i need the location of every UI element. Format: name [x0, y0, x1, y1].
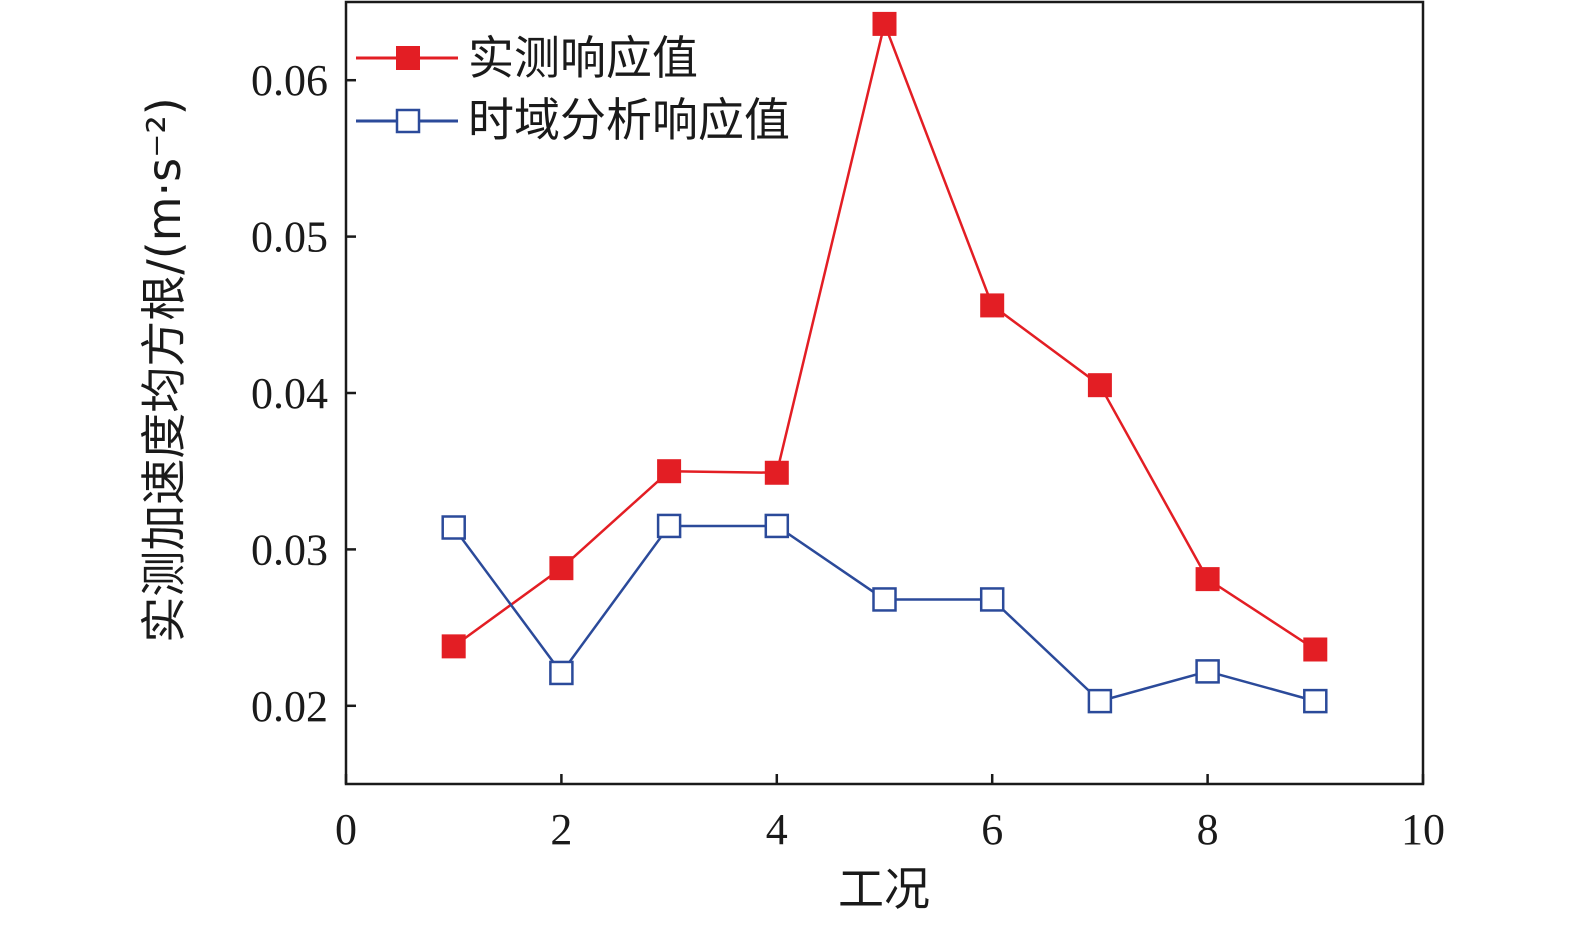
y-axis-title: 实测加速度均方根/(m·s⁻²)	[137, 97, 191, 643]
legend-label-simulated: 时域分析响应值	[468, 93, 790, 147]
y-tick-label: 0.05	[251, 213, 328, 262]
legend-marker-simulated	[395, 108, 421, 134]
data-point	[1087, 688, 1113, 714]
data-point	[872, 587, 897, 612]
series-1	[441, 513, 1328, 714]
legend: 实测响应值 时域分析响应值	[356, 31, 790, 147]
series-0	[441, 11, 1328, 662]
data-point	[980, 293, 1005, 318]
x-tick-label: 2	[550, 805, 572, 854]
data-point	[1195, 659, 1220, 684]
data-point	[764, 460, 789, 485]
series-line	[452, 524, 1316, 703]
y-tick-label: 0.03	[251, 525, 328, 574]
data-point	[1303, 688, 1328, 714]
series-layer	[441, 11, 1328, 714]
legend-marker-measured	[396, 46, 420, 70]
x-tick-label: 0	[335, 805, 357, 854]
data-point	[441, 515, 466, 540]
x-axis-title: 工况	[838, 862, 930, 916]
data-point	[1087, 373, 1112, 398]
legend-label-measured: 实测响应值	[468, 31, 698, 85]
x-axis: 0 2 4 6 8 10	[335, 774, 1445, 854]
data-point	[872, 11, 897, 36]
y-tick-label: 0.04	[251, 369, 328, 418]
legend-item-measured: 实测响应值	[356, 31, 698, 85]
y-tick-label: 0.02	[251, 682, 328, 731]
y-tick-label: 0.06	[251, 56, 328, 105]
y-axis: 0.02 0.03 0.04 0.05 0.06	[251, 56, 356, 731]
data-point	[979, 587, 1005, 612]
x-tick-label: 6	[981, 805, 1003, 854]
data-point	[549, 660, 574, 686]
data-point	[656, 513, 682, 539]
x-tick-label: 4	[766, 805, 788, 854]
legend-item-simulated: 时域分析响应值	[356, 93, 790, 147]
data-point	[549, 556, 574, 581]
data-point	[657, 459, 682, 484]
x-tick-label: 10	[1401, 805, 1445, 854]
data-point	[1303, 637, 1328, 662]
data-point	[764, 513, 790, 539]
x-tick-label: 8	[1197, 805, 1219, 854]
data-point	[1195, 567, 1220, 592]
data-point	[441, 634, 466, 659]
